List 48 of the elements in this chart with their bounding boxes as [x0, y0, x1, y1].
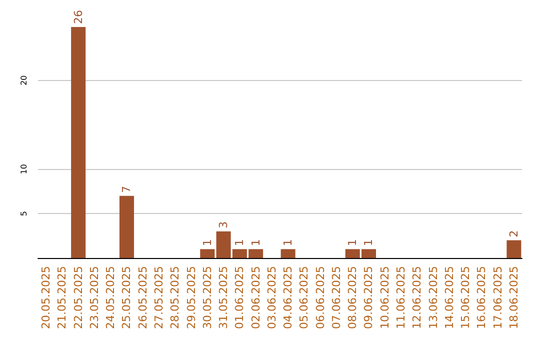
x-tick-label: 04.06.2025 — [282, 266, 295, 330]
bar — [280, 249, 296, 258]
x-tick-label: 31.05.2025 — [217, 266, 230, 330]
x-tick-label: 23.05.2025 — [88, 266, 101, 330]
data-label: 1 — [200, 239, 214, 246]
x-tick-label: 28.05.2025 — [168, 266, 182, 330]
x-tick-label: 09.06.2025 — [362, 266, 376, 330]
data-label: 1 — [346, 239, 360, 246]
x-tick-label: 13.06.2025 — [426, 266, 440, 330]
x-tick-label: 30.05.2025 — [200, 266, 214, 330]
x-tick-label: 02.06.2025 — [249, 266, 262, 330]
x-tick-label: 10.06.2025 — [378, 266, 392, 330]
bar — [119, 196, 134, 258]
x-tick-label: 03.06.2025 — [265, 266, 278, 330]
x-tick-label: 25.05.2025 — [120, 266, 134, 330]
data-label: 1 — [282, 239, 295, 246]
x-tick-label: 05.06.2025 — [298, 266, 311, 330]
data-label: 1 — [249, 239, 262, 246]
x-tick-label: 18.06.2025 — [507, 266, 520, 330]
bar — [71, 27, 86, 258]
x-tick-label: 26.05.2025 — [136, 266, 150, 330]
x-tick-label: 15.06.2025 — [459, 266, 472, 330]
x-tick-label: 01.06.2025 — [233, 266, 246, 330]
x-tick-label: 22.05.2025 — [72, 266, 85, 330]
x-tick-label: 11.06.2025 — [394, 266, 408, 330]
bar — [200, 249, 215, 258]
data-label: 1 — [233, 239, 246, 246]
bar — [506, 240, 522, 258]
x-tick-label: 29.05.2025 — [184, 266, 198, 330]
x-tick-label: 16.06.2025 — [475, 266, 488, 330]
data-label: 3 — [217, 221, 230, 228]
data-label: 1 — [362, 239, 376, 246]
x-tick-label: 24.05.2025 — [104, 266, 118, 330]
y-tick-label: 20 — [20, 75, 28, 86]
x-tick-label: 14.06.2025 — [442, 266, 456, 330]
x-tick-label: 21.05.2025 — [56, 266, 69, 330]
data-label: 26 — [72, 10, 85, 24]
x-tick-label: 27.05.2025 — [152, 266, 166, 330]
x-tick-label: 08.06.2025 — [346, 266, 360, 330]
x-tick-label: 12.06.2025 — [410, 266, 424, 330]
x-tick-label: 20.05.2025 — [40, 266, 53, 330]
y-tick-label: 5 — [20, 211, 28, 216]
x-tick-label: 17.06.2025 — [491, 266, 504, 330]
y-tick-label: 10 — [20, 164, 28, 174]
x-tick-label: 06.06.2025 — [314, 266, 327, 330]
data-label: 2 — [507, 230, 520, 238]
data-label: 7 — [120, 186, 134, 193]
x-tick-label: 07.06.2025 — [330, 266, 343, 330]
